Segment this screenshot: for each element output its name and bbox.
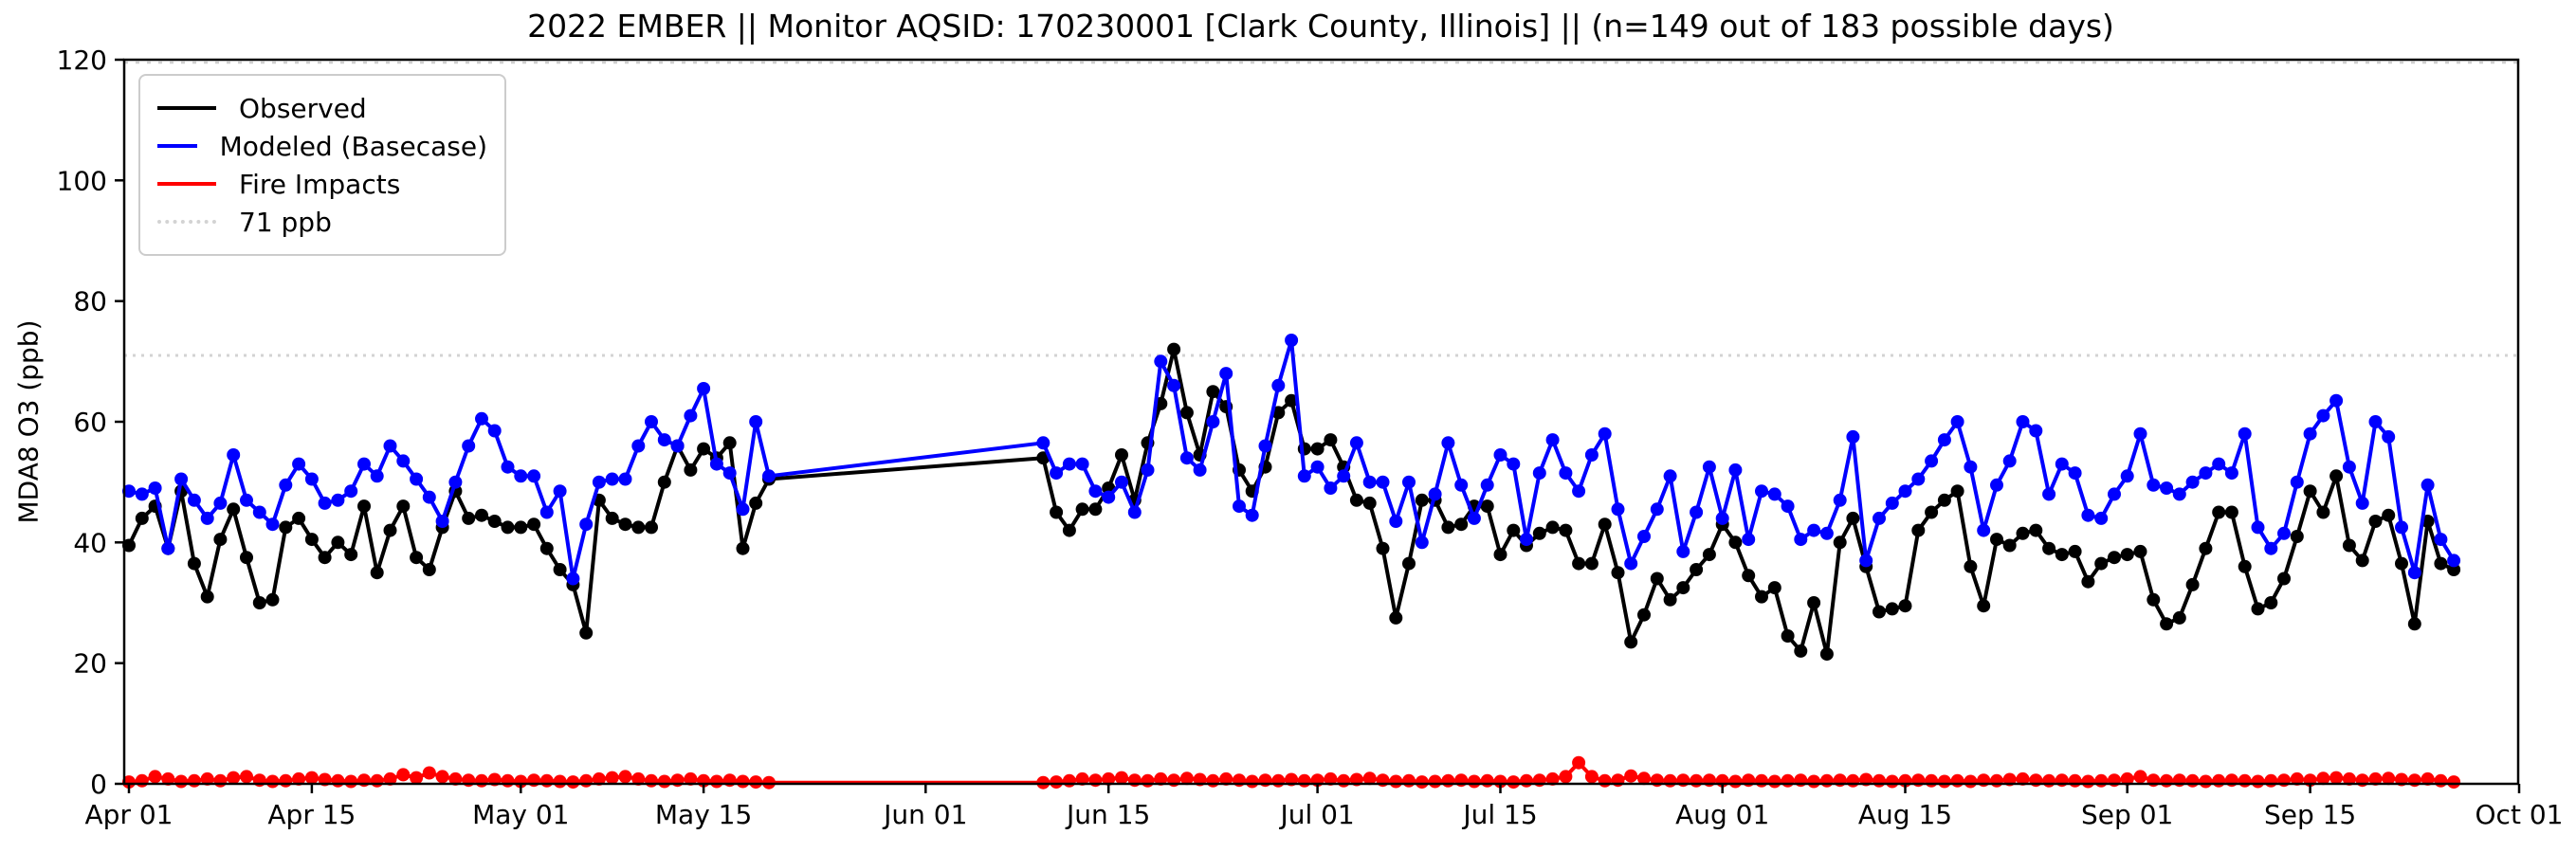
y-tick-label: 0 (90, 769, 107, 800)
x-tick-label: Jul 01 (1278, 799, 1354, 830)
y-tick-label: 40 (73, 527, 107, 558)
y-tick-label: 60 (73, 407, 107, 438)
legend-label: Modeled (Basecase) (219, 130, 487, 162)
y-tick-label: 100 (57, 165, 107, 196)
threshold-line-sample (157, 220, 216, 224)
fire-line-sample (157, 182, 216, 186)
x-tick-label: Sep 15 (2264, 799, 2356, 830)
x-tick-label: Sep 01 (2081, 799, 2173, 830)
legend-label: Fire Impacts (239, 168, 401, 200)
x-tick-label: Jul 15 (1461, 799, 1537, 830)
legend-label: Observed (239, 92, 367, 124)
legend-label: 71 ppb (239, 206, 332, 238)
x-tick-label: Jun 01 (882, 799, 967, 830)
y-tick-label: 80 (73, 286, 107, 318)
legend: Observed Modeled (Basecase) Fire Impacts… (138, 74, 506, 256)
x-tick-label: May 01 (472, 799, 569, 830)
legend-item-threshold: 71 ppb (157, 203, 487, 241)
y-axis-title: MDA8 O3 (ppb) (12, 319, 45, 524)
x-tick-label: Oct 01 (2476, 799, 2564, 830)
x-tick-label: Apr 01 (85, 799, 174, 830)
legend-item-observed: Observed (157, 89, 487, 127)
x-tick-label: Aug 01 (1675, 799, 1769, 830)
y-tick-label: 120 (57, 45, 107, 76)
modeled-line-sample (157, 144, 197, 148)
modeled-series (122, 334, 2461, 586)
x-tick-label: Jun 15 (1065, 799, 1150, 830)
legend-item-modeled: Modeled (Basecase) (157, 127, 487, 165)
y-tick-label: 20 (73, 648, 107, 680)
x-tick-label: Aug 15 (1858, 799, 1952, 830)
legend-item-fire: Fire Impacts (157, 165, 487, 203)
observed-line-sample (157, 106, 216, 110)
chart-title: 2022 EMBER || Monitor AQSID: 170230001 [… (527, 8, 2114, 45)
x-tick-label: May 15 (655, 799, 752, 830)
x-tick-label: Apr 15 (267, 799, 356, 830)
